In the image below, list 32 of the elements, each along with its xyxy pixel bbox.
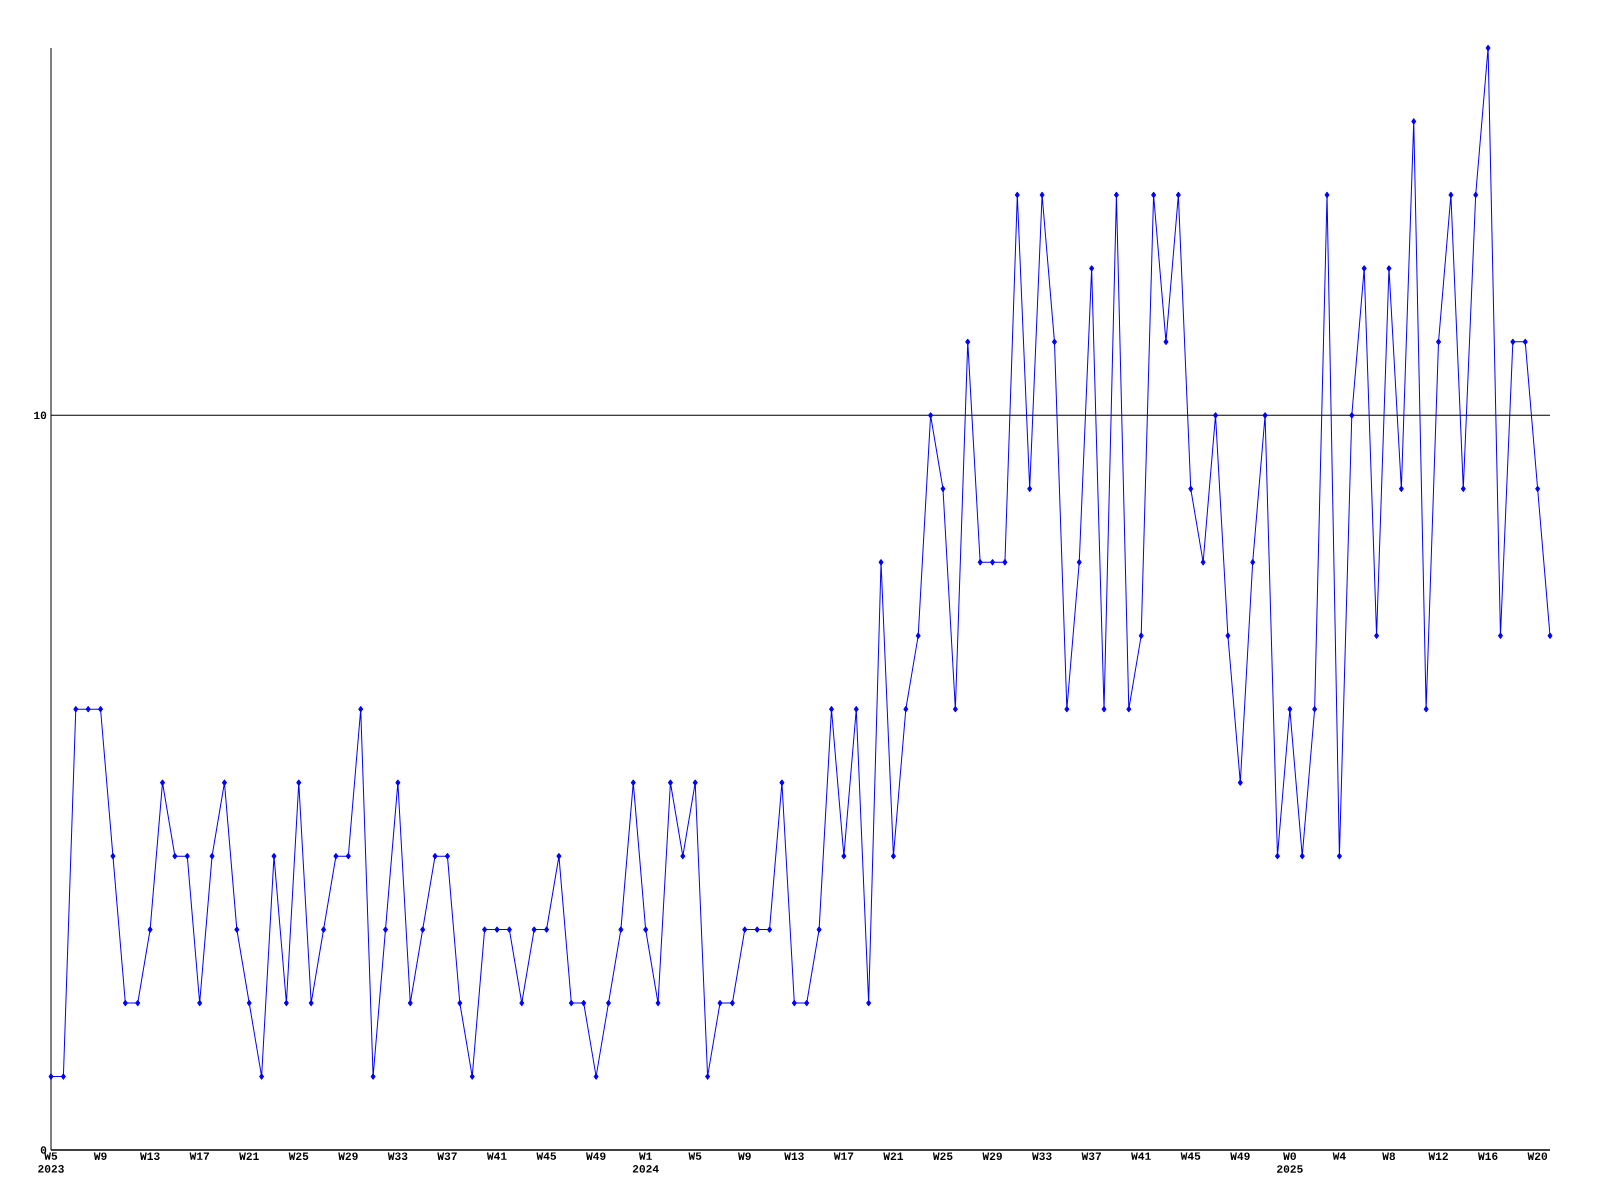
x-tick-label: W17 [833,1152,854,1160]
y-tick-label: 10 [34,411,47,420]
x-tick-label: W49 [586,1152,606,1160]
x-tick-label: W33 [1032,1152,1052,1161]
x-tick-label: W12 [1428,1152,1448,1160]
x-tick-label: W21 [239,1152,259,1160]
x-tick-label: W13 [784,1152,804,1161]
y-tick-label: 0 [40,1146,47,1154]
x-tick-label: W8 [1382,1152,1396,1160]
x-tick-label: W25 [288,1152,309,1160]
x-tick-label: W13 [140,1152,160,1161]
x-tick-label: W17 [189,1152,209,1160]
x-tick-label: W41 [486,1152,507,1160]
x-tick-label: W45 [1180,1152,1201,1160]
x-tick-label: W1 2024 [632,1152,659,1173]
x-tick-label: W37 [437,1152,457,1161]
x-tick-label: W29 [338,1152,358,1160]
x-tick-label: W25 [932,1152,953,1160]
x-tick-label: W5 [688,1152,702,1160]
x-tick-label: W37 [1081,1152,1101,1161]
x-tick-label: W9 [93,1152,107,1160]
x-tick-label: W33 [387,1152,408,1161]
x-tick-label: W29 [982,1152,1002,1160]
x-tick-label: W20 [1527,1152,1548,1160]
x-tick-label: W49 [1230,1152,1250,1160]
x-tick-label: W9 [738,1152,751,1160]
x-tick-label: W41 [1131,1152,1151,1160]
x-tick-label: W16 [1478,1152,1498,1160]
x-tick-label: W21 [883,1152,904,1160]
x-tick-label: W0 2025 [1277,1152,1303,1173]
x-tick-label: W4 [1332,1152,1346,1160]
x-tick-label: W45 [536,1152,557,1160]
